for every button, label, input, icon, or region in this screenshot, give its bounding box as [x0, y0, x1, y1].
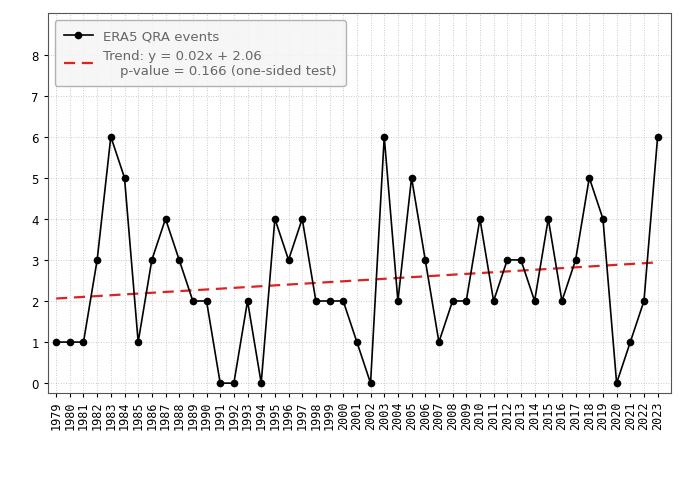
- ERA5 QRA events: [298, 216, 306, 222]
- ERA5 QRA events: [175, 257, 184, 263]
- ERA5 QRA events: [503, 257, 512, 263]
- ERA5 QRA events: [66, 339, 74, 345]
- ERA5 QRA events: [366, 381, 375, 386]
- ERA5 QRA events: [530, 299, 538, 304]
- Legend: ERA5 QRA events, Trend: y = 0.02x + 2.06
    p-value = 0.166 (one-sided test): ERA5 QRA events, Trend: y = 0.02x + 2.06…: [55, 21, 346, 87]
- ERA5 QRA events: [544, 216, 552, 222]
- ERA5 QRA events: [134, 339, 142, 345]
- ERA5 QRA events: [421, 257, 429, 263]
- ERA5 QRA events: [516, 257, 525, 263]
- ERA5 QRA events: [626, 339, 634, 345]
- ERA5 QRA events: [121, 176, 129, 181]
- ERA5 QRA events: [243, 299, 251, 304]
- ERA5 QRA events: [93, 257, 101, 263]
- ERA5 QRA events: [490, 299, 498, 304]
- ERA5 QRA events: [449, 299, 457, 304]
- ERA5 QRA events: [271, 216, 279, 222]
- ERA5 QRA events: [52, 339, 60, 345]
- Line: ERA5 QRA events: ERA5 QRA events: [53, 134, 661, 386]
- ERA5 QRA events: [585, 176, 593, 181]
- ERA5 QRA events: [216, 381, 224, 386]
- ERA5 QRA events: [653, 134, 662, 140]
- ERA5 QRA events: [476, 216, 484, 222]
- ERA5 QRA events: [107, 134, 115, 140]
- ERA5 QRA events: [312, 299, 320, 304]
- ERA5 QRA events: [148, 257, 156, 263]
- ERA5 QRA events: [571, 257, 580, 263]
- ERA5 QRA events: [257, 381, 265, 386]
- ERA5 QRA events: [408, 176, 416, 181]
- ERA5 QRA events: [599, 216, 607, 222]
- ERA5 QRA events: [162, 216, 170, 222]
- ERA5 QRA events: [202, 299, 210, 304]
- ERA5 QRA events: [79, 339, 88, 345]
- ERA5 QRA events: [189, 299, 197, 304]
- ERA5 QRA events: [558, 299, 566, 304]
- ERA5 QRA events: [394, 299, 402, 304]
- ERA5 QRA events: [325, 299, 334, 304]
- ERA5 QRA events: [612, 381, 621, 386]
- ERA5 QRA events: [339, 299, 347, 304]
- ERA5 QRA events: [435, 339, 443, 345]
- ERA5 QRA events: [284, 257, 292, 263]
- ERA5 QRA events: [353, 339, 361, 345]
- ERA5 QRA events: [640, 299, 648, 304]
- ERA5 QRA events: [380, 134, 388, 140]
- ERA5 QRA events: [229, 381, 238, 386]
- ERA5 QRA events: [462, 299, 471, 304]
